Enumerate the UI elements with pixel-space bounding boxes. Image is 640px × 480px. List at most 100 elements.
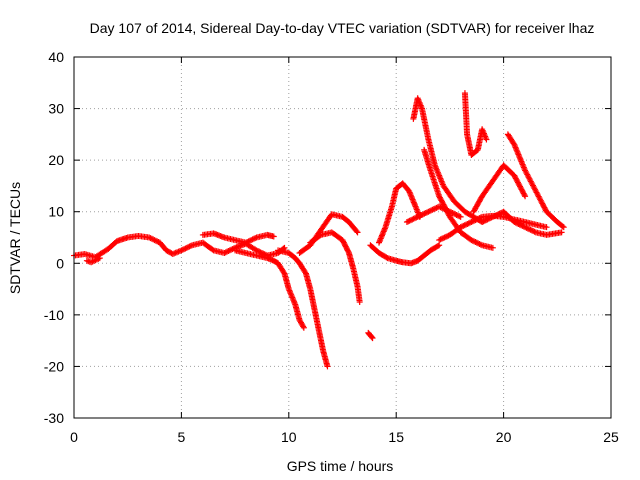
data-point [515,220,522,227]
series-arc-b [83,255,103,266]
data-point [519,222,526,229]
data-point [522,224,529,231]
data-point [369,335,376,342]
x-tick-label: 0 [70,429,78,445]
y-axis-label: SDTVAR / TECUs [7,182,23,294]
data-point [353,228,360,235]
data-point [436,237,443,244]
data-point [421,210,428,217]
data-point [244,239,251,246]
data-point [416,213,423,220]
data-point [523,224,530,231]
series-arc-c [199,230,277,246]
data-point [185,244,192,251]
data-point [249,236,256,243]
data-point [530,228,537,235]
y-tick-label: -10 [44,307,64,323]
data-point [356,298,363,305]
data-point [460,222,467,229]
grid-layer [74,57,611,418]
data-point [560,224,567,231]
data-point [476,240,483,247]
data-point [465,220,472,227]
series-arc-d [232,247,307,331]
data-point [437,236,444,243]
data-point [407,217,414,224]
data-point [463,221,470,228]
data-point [245,238,252,245]
data-point [514,220,521,227]
data-point [475,215,482,222]
data-point [436,242,443,249]
data-point [224,248,231,255]
x-tick-label: 15 [388,429,404,445]
data-point [300,323,307,330]
data-point [209,246,216,253]
data-point [520,223,527,230]
data-point [354,229,361,236]
data-point [228,246,235,253]
data-point [248,237,255,244]
data-point [528,227,535,234]
data-point [403,219,410,226]
data-point [524,225,531,232]
data-point [430,206,437,213]
data-point [250,235,257,242]
data-point [444,233,451,240]
data-point [438,235,445,242]
data-point [510,140,517,147]
y-tick-label: -30 [44,410,64,426]
data-point [428,207,435,214]
data-point [531,228,538,235]
data-point [147,235,154,242]
data-point [489,213,496,220]
data-point [468,219,475,226]
data-point [151,237,158,244]
data-point [450,210,457,217]
x-tick-label: 5 [178,429,186,445]
data-point [480,218,487,225]
data-layer [71,90,567,370]
data-point [464,220,471,227]
data-point [179,246,186,253]
data-point [481,217,488,224]
data-point [221,249,228,256]
data-point [458,223,465,230]
data-point [468,237,475,244]
tick-layer: 0 5 10 15 20 25 -30 -20 -10 0 10 20 30 40 [44,49,619,445]
data-point [479,219,486,226]
data-point [471,238,478,245]
data-point [472,239,479,246]
data-point [345,248,352,255]
data-point [433,204,440,211]
data-point [522,193,529,200]
y-tick-label: 0 [56,255,64,271]
data-point [521,191,528,198]
y-tick-label: 20 [48,152,64,168]
series-arc-r [479,208,565,238]
data-point [469,237,476,244]
data-point [559,223,566,230]
data-point [442,233,449,240]
data-point [473,216,480,223]
data-point [527,226,534,233]
series-arc-p [470,162,529,215]
plot-frame [73,56,612,419]
data-point [411,215,418,222]
data-point [324,363,331,370]
data-point [181,246,188,253]
data-point [316,232,323,239]
y-tick-label: 10 [48,204,64,220]
data-point [491,213,498,220]
data-point [543,224,550,231]
series-arc-q [504,131,567,231]
data-point [183,244,190,251]
data-point [146,234,153,241]
data-point [417,212,424,219]
data-point [472,217,479,224]
data-point [477,214,484,221]
data-point [526,226,533,233]
data-point [512,219,519,226]
data-point [453,211,460,218]
data-point [152,237,159,244]
